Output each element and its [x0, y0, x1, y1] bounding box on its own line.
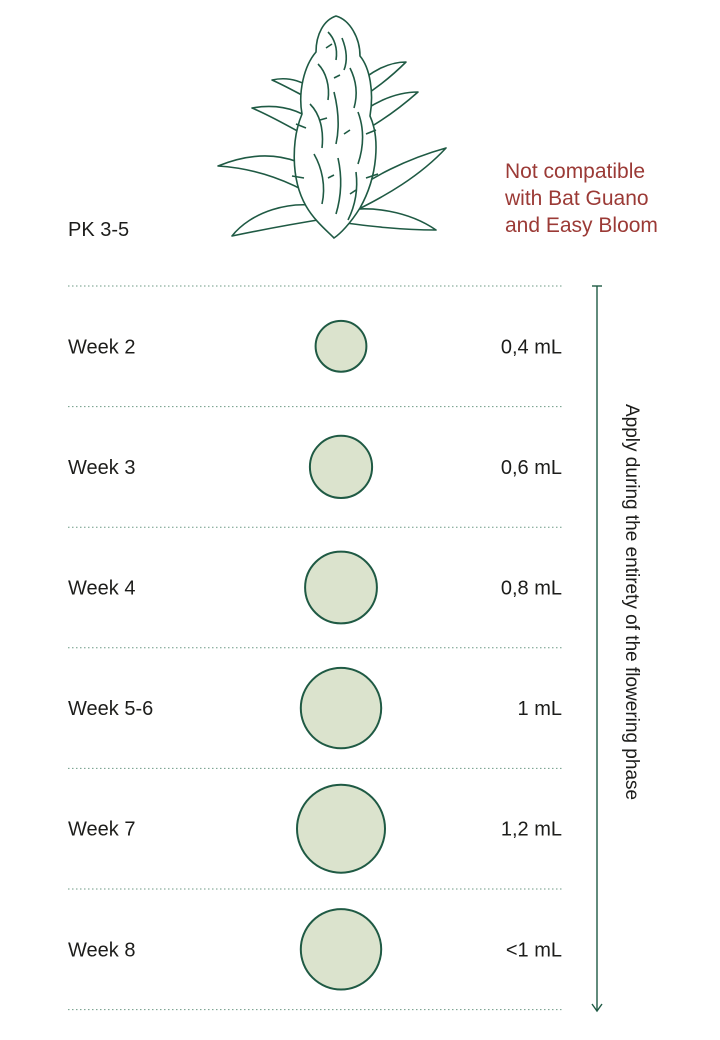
cannabis-bud-icon [217, 15, 447, 239]
week-label: Week 5-6 [68, 698, 153, 720]
product-label: PK 3-5 [68, 219, 130, 241]
dose-value-label: 0,8 mL [501, 578, 562, 600]
phase-axis-label: Apply during the entirety of the floweri… [621, 404, 642, 801]
week-label: Week 3 [68, 457, 135, 479]
dose-value-label: <1 mL [506, 939, 562, 961]
warning-line-3: and Easy Bloom [505, 214, 658, 237]
dose-circle [308, 434, 374, 499]
dose-value-label: 1 mL [518, 698, 562, 720]
dose-row: Week 8 <1 mL [68, 908, 562, 991]
week-label: Week 2 [68, 336, 135, 358]
week-label: Week 8 [68, 939, 135, 961]
week-label: Week 4 [68, 578, 135, 600]
dose-row: Week 3 0,6 mL [68, 434, 562, 499]
warning-line-2: with Bat Guano [505, 187, 649, 210]
dose-circle [299, 666, 383, 750]
dose-circle [299, 908, 383, 991]
dose-value-label: 0,6 mL [501, 457, 562, 479]
dose-circle [314, 319, 368, 373]
dose-row: Week 7 1,2 mL [68, 783, 562, 874]
week-label: Week 7 [68, 819, 135, 841]
dose-row: Week 4 0,8 mL [68, 550, 562, 625]
dose-row: Week 5-6 1 mL [68, 666, 562, 750]
dose-circle [304, 550, 378, 625]
dose-circle [296, 783, 386, 874]
warning-line-1: Not compatible [505, 160, 646, 183]
compatibility-warning: Not compatible with Bat Guano and Easy B… [505, 158, 658, 239]
dose-value-label: 0,4 mL [501, 336, 562, 358]
dose-value-label: 1,2 mL [501, 819, 562, 841]
phase-axis-arrow [591, 285, 603, 1013]
dose-row: Week 2 0,4 mL [68, 319, 562, 373]
